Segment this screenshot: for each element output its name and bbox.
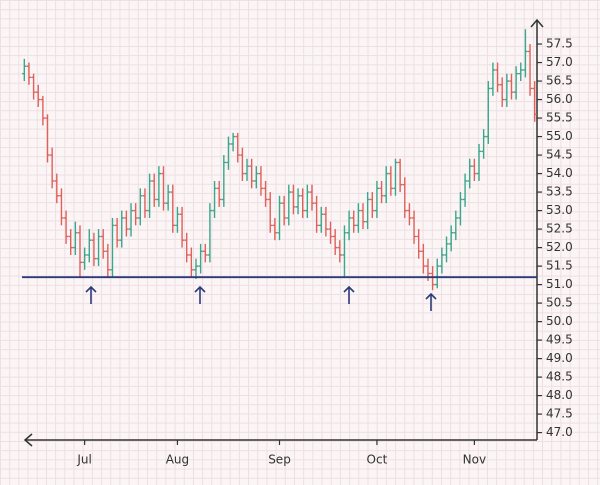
y-tick-label: 51.5 [546, 259, 573, 273]
y-tick-label: 48.0 [546, 388, 573, 402]
x-tick-label: Jul [76, 453, 91, 467]
y-tick-label: 50.5 [546, 296, 573, 310]
y-tick-label: 50.0 [546, 314, 573, 328]
x-tick-label: Aug [166, 453, 189, 467]
y-tick-label: 53.5 [546, 185, 573, 199]
y-tick-label: 56.0 [546, 92, 573, 106]
x-tick-label: Oct [367, 453, 388, 467]
y-axis-arrow [530, 18, 544, 28]
y-tick-label: 52.5 [546, 222, 573, 236]
y-tick-label: 53.0 [546, 203, 573, 217]
arrow [425, 292, 437, 311]
y-tick-label: 55.0 [546, 129, 573, 143]
x-tick-label: Nov [463, 453, 486, 467]
y-tick-label: 57.0 [546, 55, 573, 69]
y-tick-label: 56.5 [546, 74, 573, 88]
y-tick-label: 51.0 [546, 277, 573, 291]
y-tick-label: 49.0 [546, 351, 573, 365]
arrow [85, 285, 97, 304]
x-tick-label: Sep [268, 453, 291, 467]
axes [23, 18, 544, 447]
y-tick-label: 47.5 [546, 407, 573, 421]
y-tick-label: 54.0 [546, 166, 573, 180]
y-tick-label: 49.5 [546, 333, 573, 347]
y-tick-label: 57.5 [546, 37, 573, 51]
y-tick-label: 52.0 [546, 240, 573, 254]
support-arrows [85, 285, 437, 311]
y-tick-label: 47.0 [546, 425, 573, 439]
y-tick-label: 48.5 [546, 370, 573, 384]
arrow [194, 285, 206, 304]
y-tick-label: 54.5 [546, 148, 573, 162]
y-tick-label: 55.5 [546, 111, 573, 125]
x-axis-arrow [23, 433, 33, 447]
arrow [343, 285, 355, 304]
